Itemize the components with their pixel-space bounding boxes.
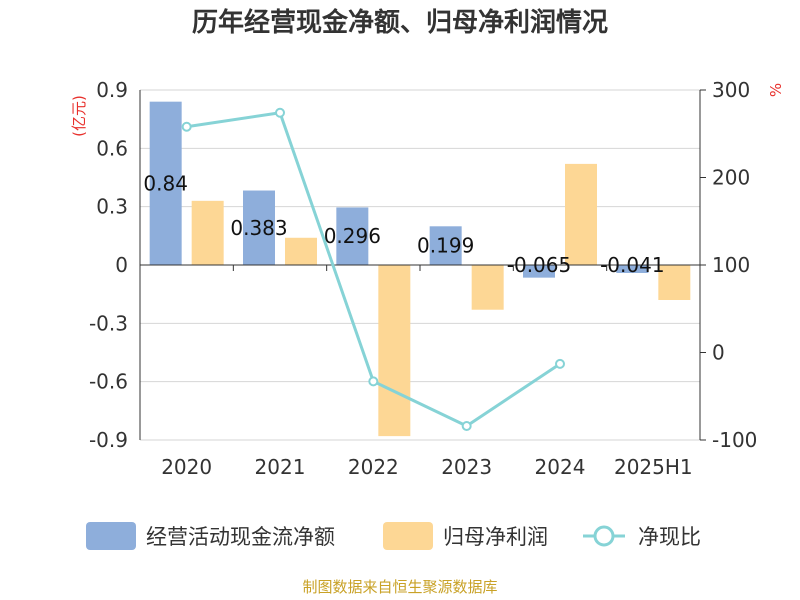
legend-label-netprofit: 归母净利润	[443, 525, 548, 549]
x-tick-label: 2021	[255, 455, 306, 479]
ratio-point	[555, 358, 565, 369]
y-left-tick-label: 0.3	[96, 195, 128, 219]
legend-label-cashflow: 经营活动现金流净额	[146, 525, 335, 549]
x-tick-label: 2022	[348, 455, 399, 479]
ratio-line-layer	[181, 107, 565, 431]
bar-value-label: -0.065	[507, 253, 571, 277]
y-left-tick-label: -0.6	[89, 370, 128, 394]
bar-cashflow	[336, 207, 369, 265]
bar-netprofit	[285, 237, 317, 265]
chart-title: 历年经营现金净额、归母净利润情况	[192, 7, 608, 38]
x-tick-label: 2024	[535, 455, 586, 479]
y-left-tick-label: 0.6	[96, 136, 128, 160]
legend-swatch-cashflow	[86, 522, 136, 550]
bar-netprofit	[471, 265, 504, 310]
ratio-point	[275, 107, 285, 118]
bar-value-label: 0.84	[143, 171, 188, 195]
bar-netprofit	[658, 265, 691, 300]
bar-cashflow	[616, 265, 649, 273]
ratio-point	[368, 376, 379, 387]
ratio-point	[181, 121, 192, 132]
legend: 经营活动现金流净额 归母净利润 净现比	[86, 522, 701, 550]
y-right-tick-label: 100	[712, 253, 750, 277]
y-right-tick-label: 300	[712, 78, 750, 102]
bar-value-label: -0.041	[600, 253, 664, 277]
source-note: 制图数据来自恒生聚源数据库	[302, 578, 497, 596]
y-left-tick-label: -0.3	[89, 311, 128, 335]
y-left-tick-label: 0	[115, 253, 128, 277]
y-right-tick-label: 0	[712, 341, 725, 365]
ratio-point	[461, 421, 472, 431]
y-left-tick-label: 0.9	[96, 78, 128, 102]
bar-netprofit	[565, 163, 597, 265]
bar-netprofit	[378, 265, 411, 437]
legend-marker-ratio	[593, 525, 615, 547]
y-left-tick-label: -0.9	[89, 428, 128, 452]
left-axis-unit: (亿元)	[70, 95, 88, 137]
x-tick-label: 2023	[441, 455, 492, 479]
bar-cashflow	[429, 226, 462, 265]
bar-cashflow	[243, 190, 275, 265]
data-labels-layer: 0.84 0.383 0.296 0.199 -0.065 -0.041	[143, 171, 664, 277]
legend-swatch-netprofit	[383, 522, 433, 550]
bar-value-label: 0.199	[417, 234, 474, 258]
y-right-tick-label: 200	[712, 166, 750, 190]
bar-cashflow	[149, 101, 182, 266]
x-tick-label: 2020	[161, 455, 212, 479]
bar-value-label: 0.296	[324, 224, 381, 248]
x-tick-label: 2025H1	[614, 455, 693, 479]
right-axis-unit: %	[767, 83, 785, 97]
bar-netprofit	[191, 200, 224, 265]
bars-layer	[149, 101, 691, 437]
bar-value-label: 0.383	[230, 216, 287, 240]
legend-label-ratio: 净现比	[638, 525, 701, 549]
y-right-tick-label: -100	[712, 428, 757, 452]
axes-layer: 0.9 0.6 0.3 0 -0.3 -0.6 -0.9 300 200 100 0 -100 2020…	[89, 78, 757, 479]
bar-cashflow	[523, 265, 555, 278]
